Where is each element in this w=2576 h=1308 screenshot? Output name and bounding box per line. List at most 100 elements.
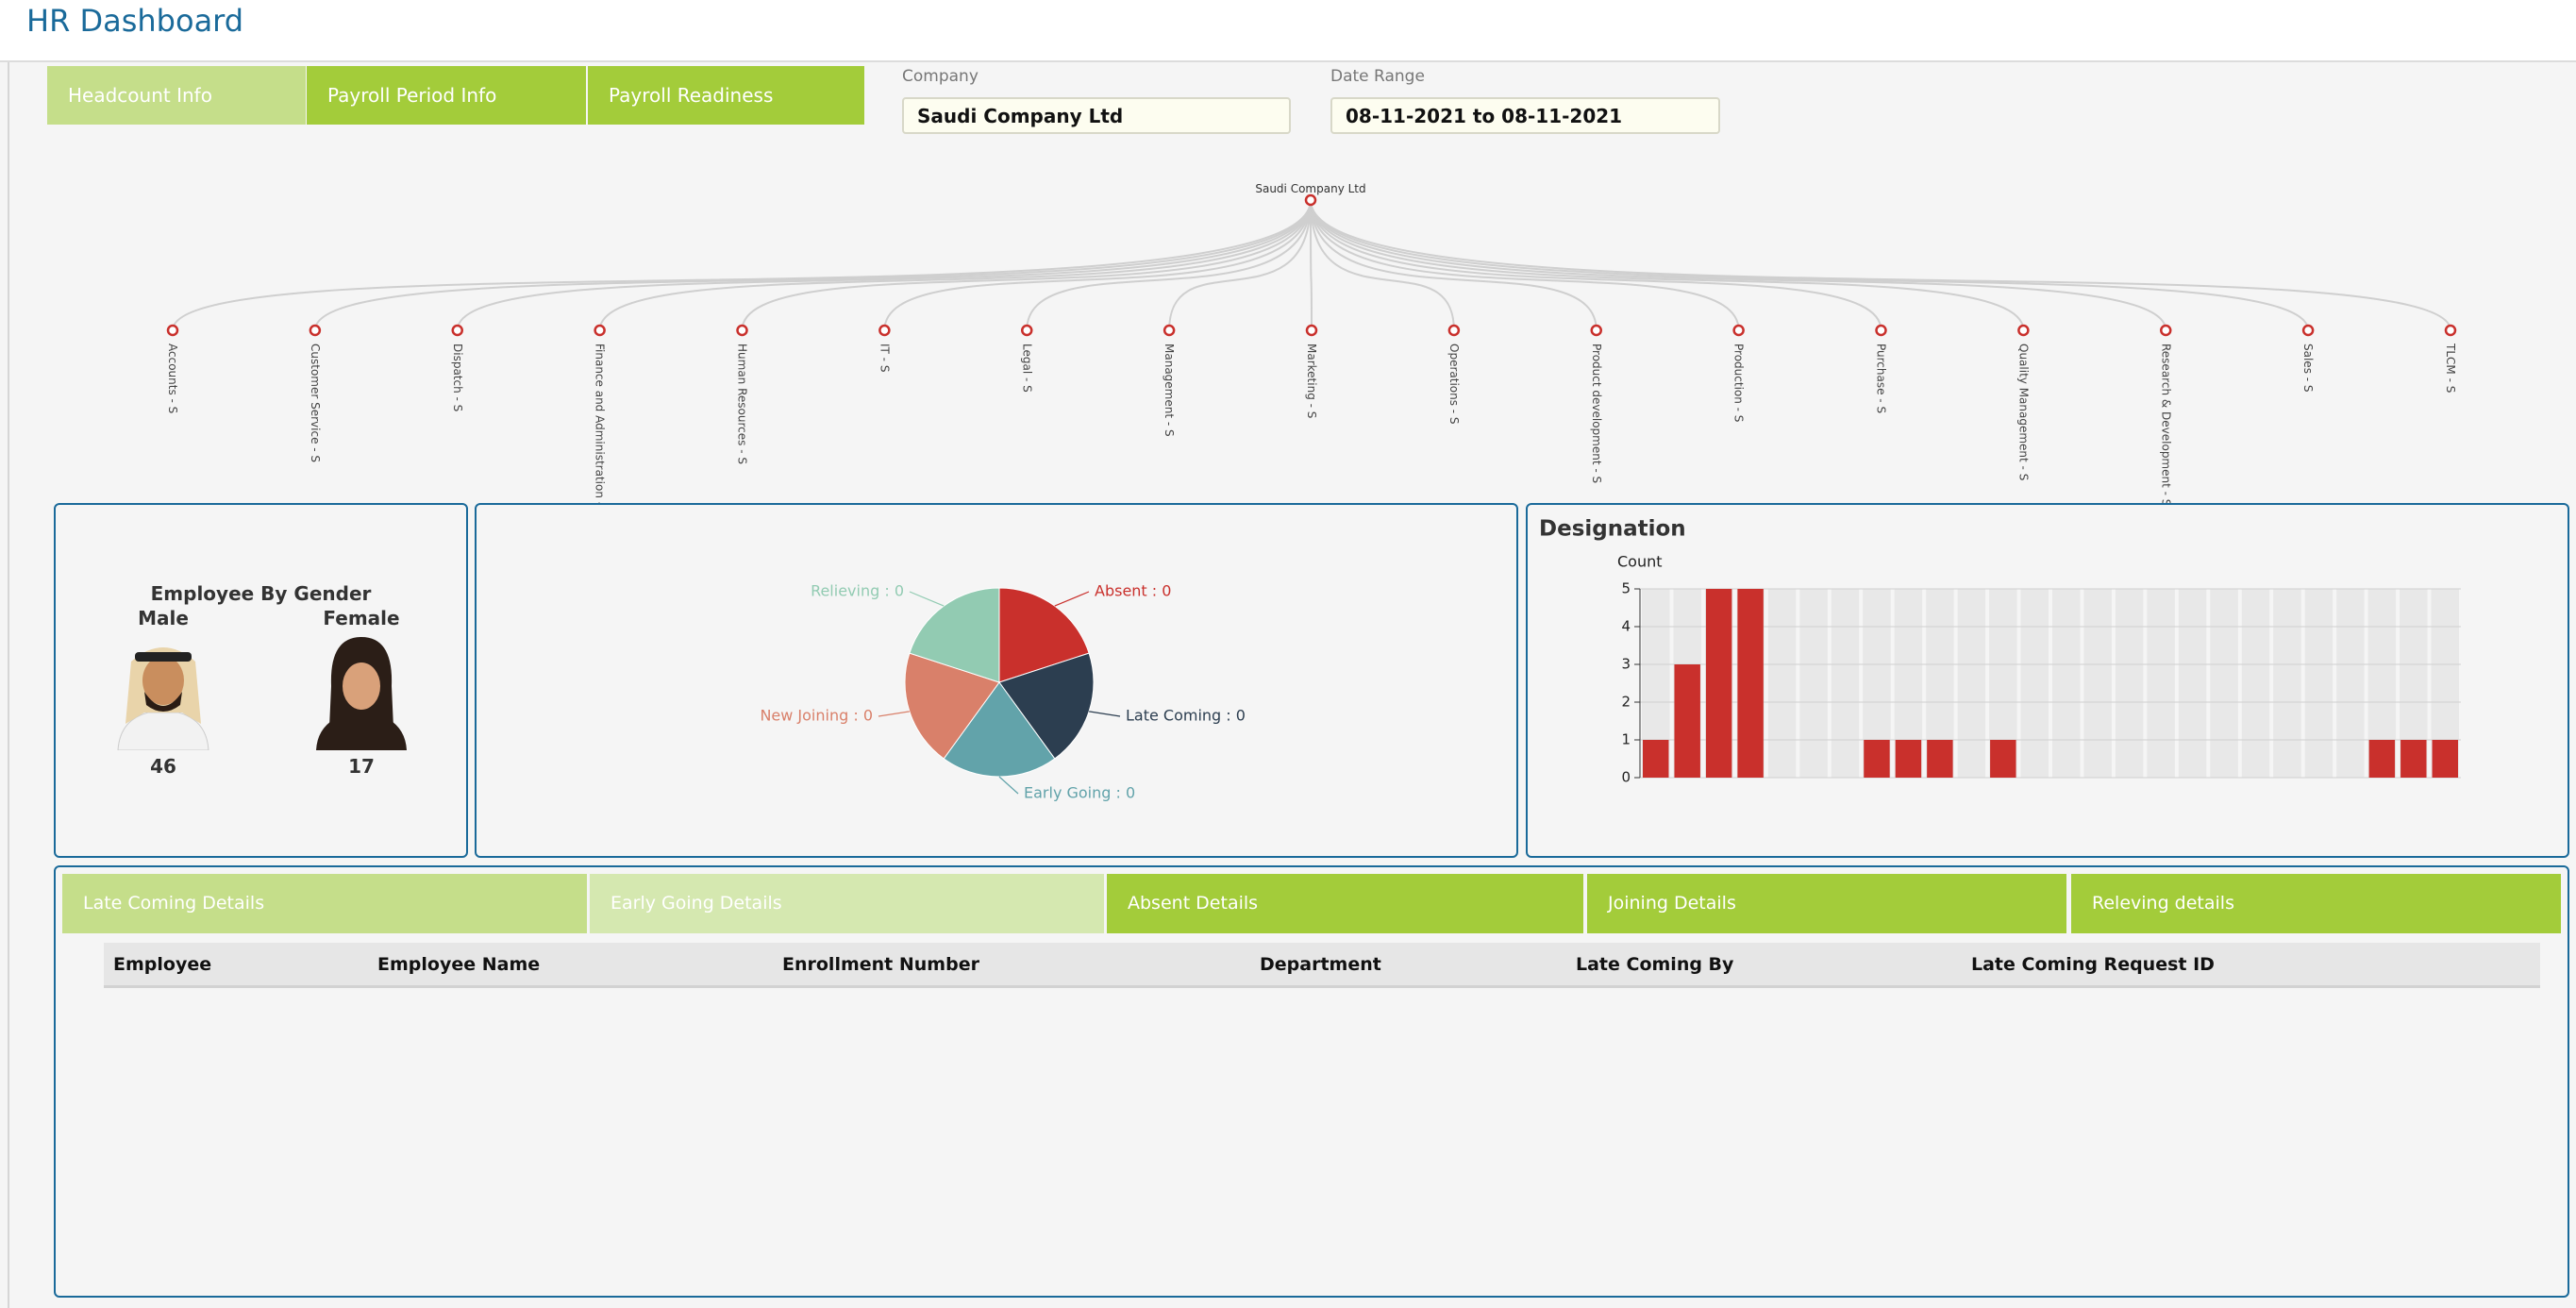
tree-node xyxy=(1875,324,1887,337)
leader-line xyxy=(1054,591,1090,607)
tree-node xyxy=(1447,324,1461,337)
category-band xyxy=(1767,589,1797,778)
tree-node-label: Purchase - S xyxy=(1875,344,1888,413)
female-avatar xyxy=(316,637,407,750)
y-tick-label: 5 xyxy=(1621,580,1631,597)
bar xyxy=(1990,740,2016,778)
category-band xyxy=(1957,589,1986,778)
category-band xyxy=(1799,589,1828,778)
column-header: Enrollment Number xyxy=(782,954,979,975)
tree-link xyxy=(1310,199,2025,331)
tree-link xyxy=(1168,199,1312,331)
tree-node-label: Legal - S xyxy=(1020,344,1033,393)
page-title: HR Dashboard xyxy=(26,3,244,39)
tree-node-label: Production - S xyxy=(1732,344,1746,422)
tree-link xyxy=(1310,199,2451,331)
bar xyxy=(2368,740,2396,778)
tree-node-label: Sales - S xyxy=(2301,344,2315,393)
filter-label: Company xyxy=(902,67,979,86)
detail-tab[interactable]: Late Coming Details xyxy=(62,874,587,933)
bar xyxy=(1864,740,1890,778)
bar xyxy=(2432,740,2458,778)
bar xyxy=(1643,740,1669,778)
company-select[interactable]: Saudi Company Ltd xyxy=(902,97,1291,134)
bar xyxy=(1927,740,1953,778)
tree-link xyxy=(172,199,1312,331)
detail-tab[interactable]: Joining Details xyxy=(1587,874,2066,933)
tree-node xyxy=(1732,324,1745,337)
y-tick-label: 2 xyxy=(1621,694,1631,711)
chart-title: Designation xyxy=(1539,517,1686,542)
bar xyxy=(1895,740,1922,778)
tree-node-label: Operations - S xyxy=(1447,344,1461,425)
tree-link xyxy=(1310,199,1597,331)
bar xyxy=(1737,589,1764,778)
tree-link xyxy=(1026,199,1312,331)
detail-tab[interactable]: Releving details xyxy=(2071,874,2561,933)
category-band xyxy=(2020,589,2049,778)
tree-node xyxy=(166,324,179,337)
tree-node xyxy=(2444,324,2457,337)
filter-label: Date Range xyxy=(1330,67,1425,86)
leader-line xyxy=(878,711,910,717)
tree-node xyxy=(2301,324,2315,337)
tree-link xyxy=(313,199,1312,331)
attendance-panel: Absent : 0 Late Coming : 0 Early Going : 0… xyxy=(475,503,1518,858)
tree-node-label: Customer Service - S xyxy=(309,344,322,462)
leader-line xyxy=(1089,711,1121,717)
tree-node xyxy=(594,324,606,337)
leader-line xyxy=(909,591,945,607)
category-band xyxy=(2083,589,2112,778)
tree-link xyxy=(1310,199,1455,331)
category-band xyxy=(2210,589,2238,778)
category-band xyxy=(2241,589,2270,778)
category-band xyxy=(2147,589,2175,778)
tree-node-label: Human Resources - S xyxy=(736,344,749,464)
date-range-input[interactable]: 08-11-2021 to 08-11-2021 xyxy=(1330,97,1720,134)
column-header: Employee xyxy=(113,954,212,975)
tree-node xyxy=(2017,324,2030,337)
tab[interactable]: Payroll Readiness xyxy=(588,66,864,125)
pie-label: Early Going : 0 xyxy=(1024,784,1135,802)
category-band xyxy=(2336,589,2365,778)
tab[interactable]: Payroll Period Info xyxy=(307,66,586,125)
tree-node xyxy=(1305,324,1318,337)
tree-node-label: Product development - S xyxy=(1590,344,1603,483)
tree-link xyxy=(883,199,1312,331)
leader-line xyxy=(998,776,1019,795)
gender-count: 46 xyxy=(150,755,176,778)
tree-node-label: TLCM - S xyxy=(2444,343,2457,393)
tab[interactable]: Headcount Info xyxy=(47,66,306,125)
tree-node-label: Management - S xyxy=(1163,344,1176,437)
tree-node-label: Quality Management - S xyxy=(2016,344,2030,480)
category-band xyxy=(1831,589,1860,778)
column-header: Late Coming Request ID xyxy=(1971,954,2215,975)
detail-tab[interactable]: Early Going Details xyxy=(590,874,1104,933)
pie-label: Relieving : 0 xyxy=(811,582,904,600)
detail-tab[interactable]: Absent Details xyxy=(1107,874,1583,933)
gender-panel: Employee By Gender Male Female 46 17 xyxy=(54,503,468,858)
tree-link xyxy=(1310,199,1740,331)
gender-count: 17 xyxy=(348,755,375,778)
tree-node-label: Dispatch - S xyxy=(451,344,464,411)
male-avatar xyxy=(117,647,209,750)
panel-title: Employee By Gender xyxy=(150,582,372,605)
tree-node-label: Accounts - S xyxy=(166,344,179,413)
tree-link xyxy=(1310,199,2167,331)
y-tick-label: 0 xyxy=(1621,769,1631,786)
tree-node-label: Research & Development - S xyxy=(2159,344,2172,506)
tree-node-label: IT - S xyxy=(878,344,891,372)
category-band xyxy=(2178,589,2207,778)
bar xyxy=(1705,589,1732,778)
tree-node xyxy=(1590,324,1602,337)
category-band xyxy=(2115,589,2144,778)
tree-node xyxy=(2160,324,2172,337)
tree-node xyxy=(736,324,748,337)
gender-label: Male xyxy=(138,607,189,629)
pie-label: New Joining : 0 xyxy=(760,707,873,725)
tree-node xyxy=(309,324,322,337)
axis-label: Count xyxy=(1617,553,1663,571)
category-band xyxy=(2304,589,2333,778)
tree-node-label: Marketing - S xyxy=(1305,344,1318,418)
